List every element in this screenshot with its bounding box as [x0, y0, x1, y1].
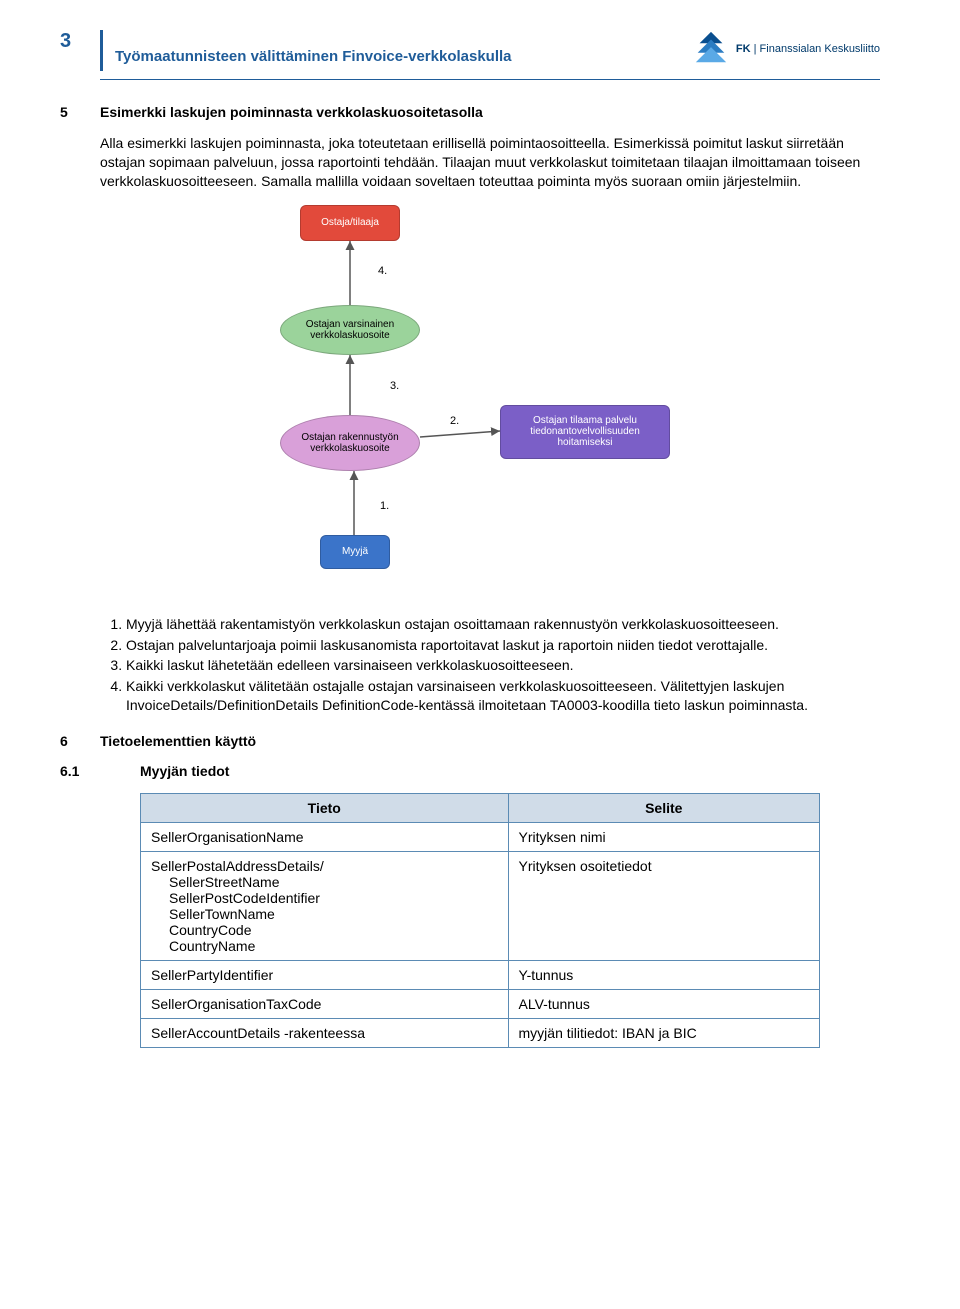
section-6-heading: 6 Tietoelementtien käyttö [60, 733, 880, 749]
header-title-block: Työmaatunnisteen välittäminen Finvoice-v… [100, 30, 692, 71]
section-6-1-heading: 6.1 Myyjän tiedot [60, 763, 880, 779]
steps-list: Myyjä lähettää rakentamistyön verkkolask… [100, 615, 880, 715]
section-6-1-title: Myyjän tiedot [140, 763, 229, 779]
flow-node-ostaja: Ostaja/tilaaja [300, 205, 400, 241]
logo-text: FK | Finanssialan Keskusliitto [736, 43, 880, 55]
flow-node-palvelu: Ostajan tilaama palvelu tiedonantovelvol… [500, 405, 670, 459]
table-row: SellerOrganisationTaxCodeALV-tunnus [141, 990, 820, 1019]
flow-edge-label: 2. [450, 415, 459, 427]
list-item: Kaikki laskut lähetetään edelleen varsin… [126, 656, 880, 675]
header-logo: FK | Finanssialan Keskusliitto [692, 30, 880, 68]
table-cell-tieto: SellerOrganisationTaxCode [141, 990, 509, 1019]
list-item: Myyjä lähettää rakentamistyön verkkolask… [126, 615, 880, 634]
table-cell-selite: Yrityksen osoitetiedot [508, 852, 819, 961]
flow-edge-label: 4. [378, 265, 387, 277]
table-row: SellerAccountDetails -rakenteessamyyjän … [141, 1019, 820, 1048]
table-col-tieto: Tieto [141, 794, 509, 823]
section-6-title: Tietoelementtien käyttö [100, 733, 256, 749]
table-cell-selite: Y-tunnus [508, 961, 819, 990]
flow-node-varsinainen: Ostajan varsinainen verkkolaskuosoite [280, 305, 420, 355]
flowchart-edges [240, 205, 700, 595]
flow-node-myyja: Myyjä [320, 535, 390, 569]
flow-node-rakennus: Ostajan rakennustyön verkkolaskuosoite [280, 415, 420, 471]
table-row: SellerPostalAddressDetails/SellerStreetN… [141, 852, 820, 961]
table-row: SellerPartyIdentifierY-tunnus [141, 961, 820, 990]
page-number: 3 [60, 30, 100, 53]
table-col-selite: Selite [508, 794, 819, 823]
flow-edge-label: 3. [390, 380, 399, 392]
page-header: 3 Työmaatunnisteen välittäminen Finvoice… [60, 30, 880, 71]
table-cell-tieto: SellerPostalAddressDetails/SellerStreetN… [141, 852, 509, 961]
table-cell-selite: ALV-tunnus [508, 990, 819, 1019]
table-cell-selite: Yrityksen nimi [508, 823, 819, 852]
flowchart: Ostaja/tilaaja Ostajan varsinainen verkko… [240, 205, 700, 595]
list-item: Kaikki verkkolaskut välitetään ostajalle… [126, 677, 880, 715]
section-6-1-num: 6.1 [60, 763, 140, 779]
header-rule [100, 79, 880, 80]
section-5-heading: 5 Esimerkki laskujen poiminnasta verkkol… [60, 104, 880, 120]
table-cell-tieto: SellerPartyIdentifier [141, 961, 509, 990]
table-cell-selite: myyjän tilitiedot: IBAN ja BIC [508, 1019, 819, 1048]
seller-info-table: Tieto Selite SellerOrganisationNameYrity… [140, 793, 820, 1048]
table-body: SellerOrganisationNameYrityksen nimiSell… [141, 823, 820, 1048]
section-6-num: 6 [60, 733, 100, 749]
section-5-title: Esimerkki laskujen poiminnasta verkkolas… [100, 104, 483, 120]
table-cell-tieto: SellerOrganisationName [141, 823, 509, 852]
list-item: Ostajan palveluntarjoaja poimii laskusan… [126, 636, 880, 655]
section-5-paragraph: Alla esimerkki laskujen poiminnasta, jok… [100, 134, 880, 191]
section-5-num: 5 [60, 104, 100, 120]
table-row: SellerOrganisationNameYrityksen nimi [141, 823, 820, 852]
doc-title: Työmaatunnisteen välittäminen Finvoice-v… [115, 30, 692, 71]
logo-icon [692, 30, 730, 68]
table-cell-tieto: SellerAccountDetails -rakenteessa [141, 1019, 509, 1048]
flow-edge-label: 1. [380, 500, 389, 512]
